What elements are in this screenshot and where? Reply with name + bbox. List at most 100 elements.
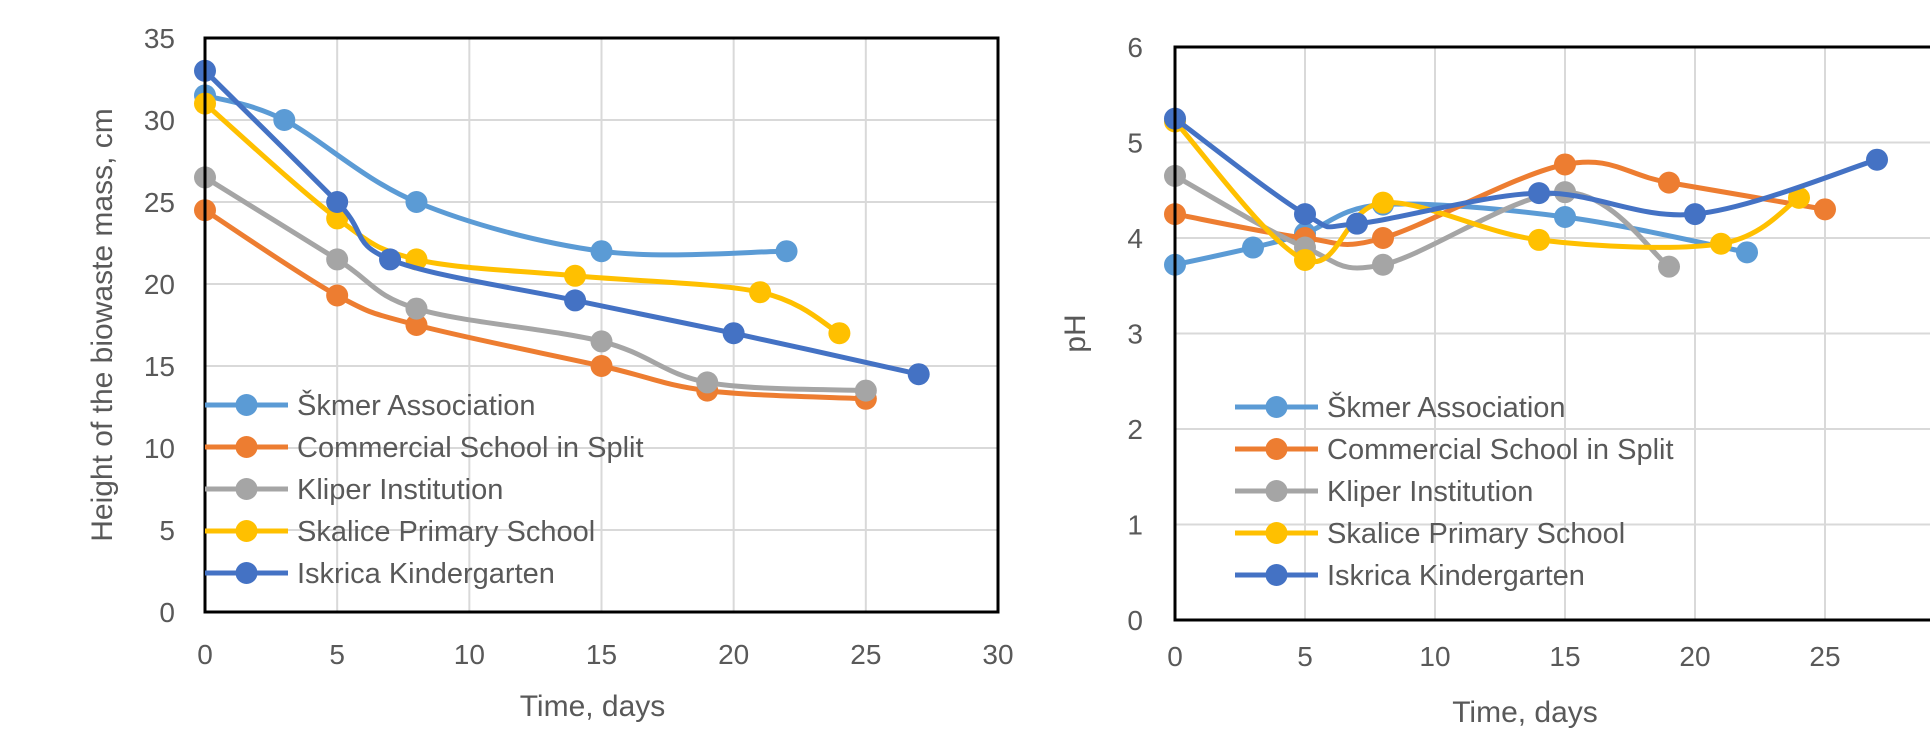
series-line-1 (202, 207, 869, 402)
series-line-4 (202, 68, 922, 377)
x-tick-label: 30 (982, 639, 1013, 670)
gridlines (1174, 46, 1930, 621)
legend-label: Kliper Institution (297, 474, 503, 506)
x-tick-label: 0 (1167, 641, 1183, 672)
data-point (696, 371, 719, 394)
tick-labels: 0510152025300123456 (1127, 32, 1840, 672)
data-point (1294, 203, 1316, 226)
data-point (1528, 228, 1550, 251)
legend-label: Škmer Association (1327, 390, 1566, 424)
legend-item: Commercial School in Split (1235, 434, 1674, 466)
x-tick-label: 5 (1297, 641, 1313, 672)
series-line-2 (202, 174, 869, 394)
x-tick-label: 10 (1419, 641, 1450, 672)
data-point (405, 314, 428, 336)
data-point (405, 297, 428, 320)
data-point (405, 191, 428, 213)
series-line-1 (1172, 159, 1828, 247)
y-tick-label: 25 (144, 187, 175, 218)
data-point (854, 379, 877, 402)
x-tick-label: 20 (1679, 641, 1710, 672)
legend-label: Skalice Primary School (1327, 518, 1625, 550)
y-tick-label: 2 (1127, 414, 1143, 445)
legend-marker (235, 478, 258, 500)
data-point (564, 289, 587, 312)
data-point (590, 355, 613, 377)
data-point (273, 109, 296, 131)
data-point (1346, 212, 1368, 235)
legend-marker (1265, 480, 1288, 502)
data-point (379, 248, 402, 271)
y-tick-label: 4 (1127, 223, 1143, 254)
y-tick-label: 15 (144, 351, 175, 382)
y-tick-label: 5 (1127, 128, 1143, 159)
data-point (590, 330, 613, 353)
plot-border (203, 36, 1000, 614)
y-tick-label: 20 (144, 269, 175, 300)
series-line-0 (202, 92, 789, 258)
legend-marker (235, 520, 258, 542)
data-point (1736, 241, 1758, 264)
y-tick-label: 10 (144, 433, 175, 464)
data-point (775, 240, 798, 263)
data-point (326, 191, 349, 213)
x-tick-label: 20 (718, 639, 749, 670)
series-line-4 (1172, 116, 1880, 230)
y-tick-label: 6 (1127, 32, 1143, 63)
legend-marker (1265, 438, 1288, 460)
y-tick-label: 3 (1127, 319, 1143, 350)
data-point (564, 264, 587, 287)
y-tick-label: 35 (144, 23, 175, 54)
x-tick-label: 25 (1809, 641, 1840, 672)
data-point (828, 322, 851, 345)
data-point (1684, 203, 1706, 226)
legend-label: Iskrica Kindergarten (297, 558, 555, 590)
y-tick-label: 30 (144, 105, 175, 136)
legend-item: Commercial School in Split (205, 432, 644, 464)
legend: Škmer Association Commercial School in Sp… (205, 388, 644, 590)
legend-item: Iskrica Kindergarten (205, 558, 555, 590)
series-group (1164, 107, 1888, 278)
legend-marker (1265, 396, 1288, 418)
legend-label: Commercial School in Split (297, 432, 644, 464)
legend-marker (1265, 522, 1288, 544)
legend-item: Skalice Primary School (1235, 518, 1625, 550)
y-tick-label: 0 (1127, 605, 1143, 636)
x-axis-title: Time, days (520, 690, 666, 723)
data-point (1242, 236, 1264, 259)
data-point (1814, 198, 1836, 221)
data-point (1528, 182, 1550, 205)
legend-marker (1265, 564, 1288, 586)
legend-label: Commercial School in Split (1327, 434, 1674, 466)
data-point (1372, 191, 1394, 214)
legend-item: Škmer Association (1235, 390, 1566, 424)
data-point (1294, 248, 1316, 271)
legend-item: Skalice Primary School (205, 516, 595, 548)
x-tick-label: 0 (197, 639, 213, 670)
data-point (1658, 255, 1680, 278)
x-axis-title: Time, days (1452, 696, 1598, 729)
legend-label: Iskrica Kindergarten (1327, 560, 1585, 592)
legend-item: Kliper Institution (205, 474, 503, 506)
legend-marker (235, 436, 258, 458)
legend-label: Skalice Primary School (297, 516, 595, 548)
legend-item: Škmer Association (205, 388, 536, 422)
data-point (590, 240, 613, 263)
legend-label: Škmer Association (297, 388, 536, 422)
legend-item: Iskrica Kindergarten (1235, 560, 1585, 592)
data-point (326, 248, 349, 271)
y-axis-title: pH (1059, 314, 1092, 352)
x-tick-label: 5 (329, 639, 345, 670)
data-point (1554, 153, 1576, 176)
legend-item: Kliper Institution (1235, 476, 1533, 508)
legend: Škmer Association Commercial School in Sp… (1235, 390, 1674, 592)
y-tick-label: 1 (1127, 510, 1143, 541)
data-point (722, 322, 745, 345)
x-tick-label: 25 (850, 639, 881, 670)
data-point (1372, 253, 1394, 276)
legend-marker (235, 562, 258, 584)
data-point (1554, 205, 1576, 228)
